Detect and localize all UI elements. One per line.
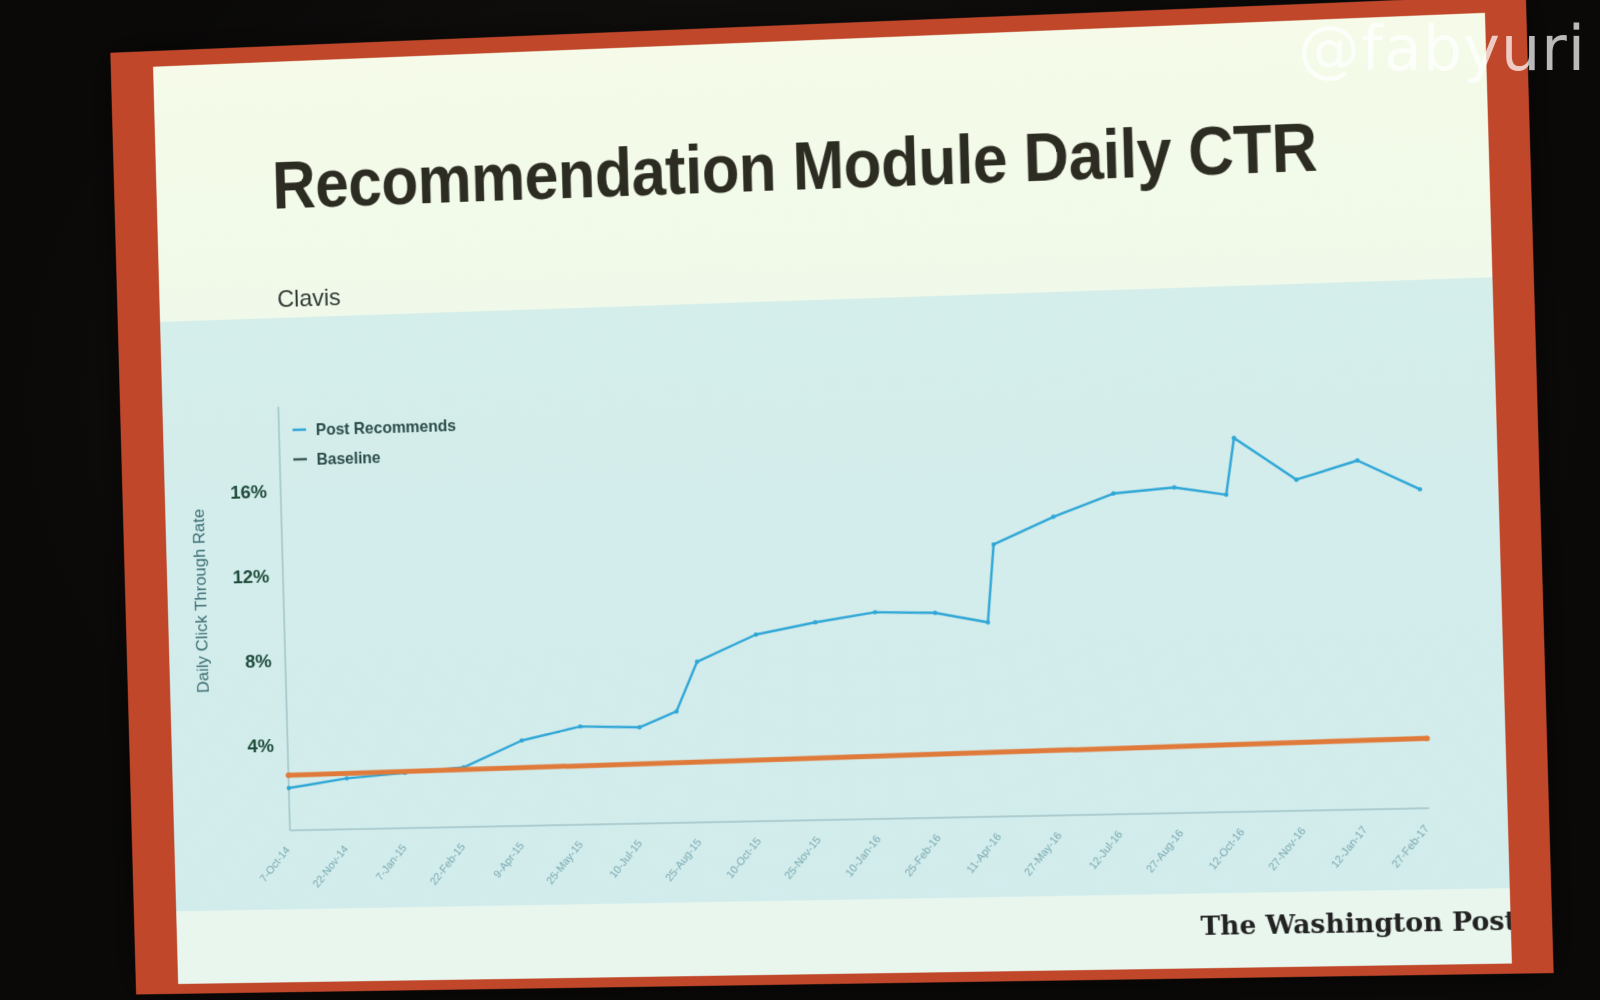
x-tick-label: 7-Jan-15 — [374, 842, 410, 883]
x-tick-label: 27-Feb-17 — [1390, 823, 1432, 871]
slide-title: Recommendation Module Daily CTR — [271, 107, 1318, 225]
x-tick-label: 7-Oct-14 — [258, 844, 293, 884]
ctr-line-chart: Daily Click Through Rate 4% 8% 12% 16% 7-Oc… — [161, 298, 1511, 931]
projection-screen: Recommendation Module Daily CTR Clavis D… — [110, 0, 1553, 994]
x-tick-label: 22-Nov-14 — [311, 843, 351, 890]
washington-post-logo: The Washington Post — [1200, 906, 1512, 942]
x-tick-label: 27-Aug-16 — [1144, 827, 1186, 875]
slide-subtitle: Clavis — [277, 284, 341, 314]
post-recommends-point — [933, 611, 938, 616]
baseline-line — [288, 738, 1427, 775]
x-axis-line — [290, 808, 1429, 830]
x-tick-label: 9-Apr-15 — [492, 840, 527, 881]
post-recommends-point — [1172, 485, 1177, 490]
x-tick-label: 27-Nov-16 — [1266, 825, 1308, 873]
x-tick-label: 12-Jul-16 — [1087, 829, 1125, 873]
x-tick-label: 25-May-15 — [544, 839, 585, 887]
post-recommends-point — [873, 610, 878, 615]
x-tick-label: 25-Feb-16 — [903, 832, 944, 879]
y-tick-label: 4% — [247, 735, 274, 756]
x-tick-label: 12-Jan-17 — [1329, 824, 1370, 871]
x-tick-label: 10-Jan-16 — [843, 833, 883, 879]
post-recommends-point — [986, 620, 991, 625]
x-tick-label: 12-Oct-16 — [1207, 826, 1248, 872]
y-tick-label: 12% — [232, 566, 270, 588]
y-tick-label: 8% — [245, 650, 272, 672]
y-axis-line — [278, 407, 290, 831]
legend-label-post-recommends: Post Recommends — [316, 418, 457, 439]
y-tick-label: 16% — [230, 481, 268, 503]
slide: Recommendation Module Daily CTR Clavis D… — [153, 13, 1512, 984]
post-recommends-point — [287, 786, 291, 790]
y-axis-label: Daily Click Through Rate — [189, 509, 213, 694]
x-tick-label: 27-May-16 — [1022, 830, 1065, 879]
x-tick-label: 22-Feb-15 — [428, 841, 468, 888]
x-tick-label: 25-Aug-15 — [663, 837, 704, 884]
post-recommends-point — [813, 620, 818, 625]
x-tick-label: 10-Oct-15 — [724, 835, 764, 881]
watermark-text: @fabyuri — [1298, 12, 1586, 85]
post-recommends-line — [280, 432, 1428, 788]
x-tick-label: 25-Nov-15 — [782, 834, 823, 882]
post-recommends-point — [1224, 492, 1229, 497]
x-tick-label: 11-Apr-16 — [965, 831, 1005, 876]
post-recommends-point — [345, 776, 349, 780]
x-tick-label: 10-Jul-15 — [608, 838, 645, 881]
legend-label-baseline: Baseline — [316, 450, 381, 469]
